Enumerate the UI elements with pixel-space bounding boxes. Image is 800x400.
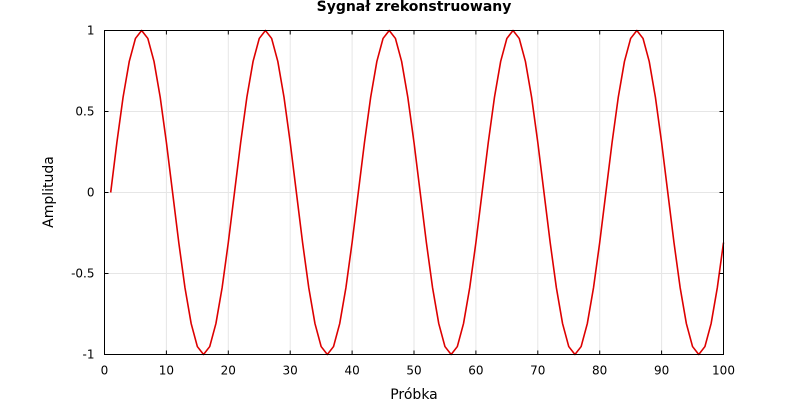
y-tick-label: 1 <box>87 24 95 38</box>
axis-ticks <box>104 30 724 355</box>
x-tick-label: 100 <box>712 364 735 378</box>
x-tick-label: 20 <box>221 364 236 378</box>
x-tick-label: 50 <box>406 364 421 378</box>
x-tick-label: 80 <box>592 364 607 378</box>
x-tick-label: 40 <box>344 364 359 378</box>
y-tick-labels: -1 -0.5 0 0.5 1 <box>71 24 94 362</box>
y-axis-label: Amplituda <box>41 156 57 228</box>
chart-title: Sygnał zrekonstruowany <box>317 0 512 15</box>
grid-lines <box>104 30 724 355</box>
x-tick-label: 60 <box>468 364 483 378</box>
y-tick-label: -1 <box>83 348 95 362</box>
x-tick-label: 70 <box>530 364 545 378</box>
x-tick-label: 90 <box>654 364 669 378</box>
x-tick-label: 10 <box>159 364 174 378</box>
y-tick-label: 0.5 <box>75 105 94 119</box>
series-line <box>109 29 725 356</box>
x-tick-label: 0 <box>101 364 109 378</box>
x-tick-label: 30 <box>283 364 298 378</box>
y-tick-label: 0 <box>87 186 95 200</box>
y-tick-label: -0.5 <box>71 267 94 281</box>
x-tick-labels: 0 10 20 30 40 50 60 70 80 90 100 <box>101 364 735 378</box>
x-axis-label: Próbka <box>390 387 438 400</box>
